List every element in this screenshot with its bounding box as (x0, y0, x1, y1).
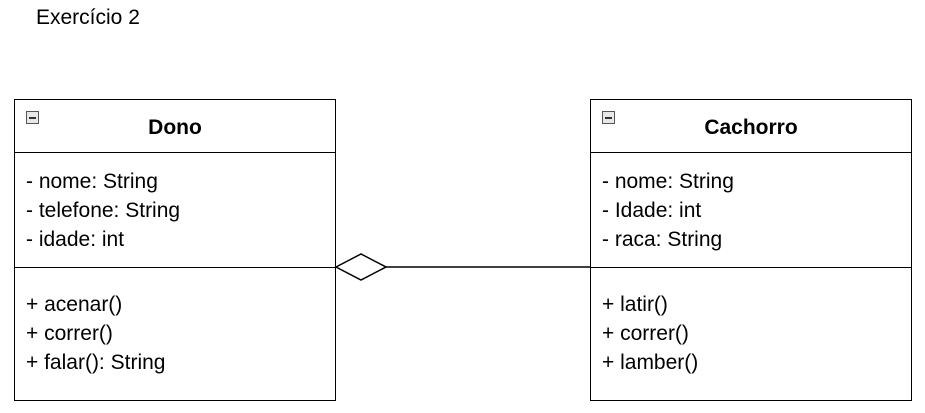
class-box-cachorro[interactable]: Cachorro - nome: String - Idade: int - r… (590, 99, 912, 401)
collapse-icon[interactable] (602, 111, 615, 124)
method: + latir() (602, 293, 668, 316)
class-name: Dono (148, 116, 202, 139)
diagram-title: Exercício 2 (36, 6, 140, 29)
attributes-section: - nome: String - Idade: int - raca: Stri… (591, 153, 911, 268)
method: + correr() (602, 322, 689, 345)
method: + correr() (26, 322, 113, 345)
aggregation-diamond-icon (334, 253, 388, 281)
attribute: - Idade: int (602, 199, 702, 222)
class-name: Cachorro (704, 116, 798, 139)
attribute: - raca: String (602, 228, 723, 251)
methods-section: + acenar() + correr() + falar(): String (15, 268, 335, 377)
method: + acenar() (26, 293, 123, 316)
attributes-section: - nome: String - telefone: String - idad… (15, 153, 335, 268)
class-header: Cachorro (591, 100, 911, 153)
attribute: - idade: int (26, 228, 125, 251)
class-header: Dono (15, 100, 335, 153)
method: + falar(): String (26, 351, 166, 374)
methods-section: + latir() + correr() + lamber() (591, 268, 911, 377)
method: + lamber() (602, 351, 699, 374)
attribute: - telefone: String (26, 199, 181, 222)
attribute: - nome: String (602, 170, 734, 193)
attribute: - nome: String (26, 170, 158, 193)
class-box-dono[interactable]: Dono - nome: String - telefone: String -… (14, 99, 336, 401)
collapse-icon[interactable] (26, 111, 39, 124)
